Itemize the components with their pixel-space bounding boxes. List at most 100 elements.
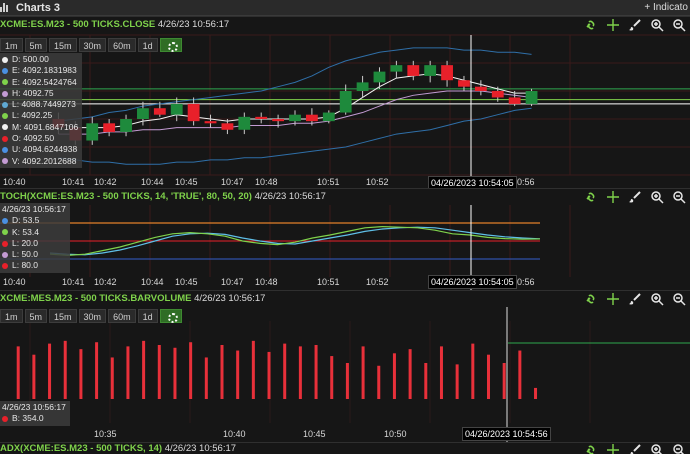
- crosshair-time-label: 04/26/2023 10:54:56: [462, 427, 551, 441]
- volume-bar: [377, 365, 381, 399]
- x-tick-label: 10:42: [94, 277, 117, 287]
- indicator-legend: 4/26/23 10:56:17 D: 53.5 K: 53.4 L: 20.0 L: …: [0, 203, 70, 273]
- price-chart-plot[interactable]: [0, 17, 690, 188]
- volume-bar: [95, 342, 99, 399]
- volume-bar: [63, 340, 67, 399]
- zoom-in-icon[interactable]: [650, 190, 664, 204]
- candle-body: [322, 112, 335, 122]
- zoom-out-icon[interactable]: [672, 18, 686, 32]
- legend-color-dot: [2, 158, 8, 165]
- legend-value: U: 4094.6244938: [12, 144, 78, 155]
- legend-value: H: 4092.75: [12, 87, 54, 98]
- volume-plot[interactable]: [0, 291, 690, 442]
- x-tick-label: 10:56: [512, 277, 535, 287]
- zoom-in-icon[interactable]: [650, 443, 664, 454]
- candle-body: [204, 121, 217, 124]
- x-tick-label: 10:42: [94, 177, 117, 187]
- x-tick-label: 10:44: [141, 177, 164, 187]
- legend-row: E: 4092.1831983: [2, 65, 78, 76]
- add-indicator-button[interactable]: + Indicato: [644, 2, 688, 13]
- volume-bar: [298, 346, 302, 399]
- timeframe-60m-button[interactable]: 60m: [108, 38, 136, 52]
- panel-header: TOCH(XCME:ES.M23 - 500 TICKS, 14, 'TRUE'…: [0, 189, 690, 206]
- zoom-in-icon[interactable]: [650, 18, 664, 32]
- timeframe-1m-button[interactable]: 1m: [0, 38, 23, 52]
- volume-bar: [283, 343, 287, 399]
- candle-body: [170, 103, 183, 115]
- volume-bar: [189, 342, 193, 399]
- timeframe-1d-button[interactable]: 1d: [137, 309, 158, 323]
- candle-body: [255, 116, 268, 119]
- candle-body: [458, 80, 470, 87]
- x-tick-label: 10:40: [3, 177, 26, 187]
- crosshair-icon[interactable]: [606, 190, 620, 204]
- link-icon[interactable]: [584, 18, 598, 32]
- panel-title: XCME:ES.M23 - 500 TICKS.CLOSE 4/26/23 10…: [0, 19, 230, 30]
- crosshair-icon[interactable]: [606, 18, 620, 32]
- legend-row: K: 53.4: [2, 227, 66, 238]
- volume-bar: [424, 363, 428, 399]
- legend-value: L: 4092.25: [12, 110, 53, 121]
- timeframe-60m-button[interactable]: 60m: [108, 309, 136, 323]
- volume-bar: [439, 346, 443, 399]
- link-icon[interactable]: [584, 292, 598, 306]
- candle-body: [424, 65, 437, 76]
- crosshair-time-label: 04/26/2023 10:54:05: [428, 176, 517, 188]
- legend-color-dot: [2, 229, 8, 236]
- link-icon[interactable]: [584, 443, 598, 454]
- stochastic-K-line: [49, 225, 541, 257]
- crosshair-icon[interactable]: [606, 292, 620, 306]
- zoom-out-icon[interactable]: [672, 292, 686, 306]
- legend-row: L: 20.0: [2, 238, 66, 249]
- brush-icon[interactable]: [628, 18, 642, 32]
- panel-toolbar: [584, 443, 686, 454]
- legend-color-dot: [2, 217, 8, 224]
- volume-bar: [48, 343, 52, 399]
- legend-value: B: 354.0: [12, 413, 44, 424]
- timeframe-30m-button[interactable]: 30m: [78, 309, 107, 323]
- crosshair-icon[interactable]: [606, 443, 620, 454]
- zoom-out-icon[interactable]: [672, 443, 686, 454]
- volume-bar: [502, 363, 506, 399]
- stochastic-plot[interactable]: [0, 189, 690, 290]
- timeframe-selector: 1m 5m 15m 30m 60m 1d: [0, 38, 182, 52]
- candle-body: [238, 116, 251, 130]
- legend-value: L: 80.0: [12, 260, 38, 271]
- candle-body: [491, 91, 504, 98]
- panel-title: XCME:MES.M23 - 500 TICKS.BARVOLUME 4/26/…: [0, 293, 266, 304]
- volume-bar: [455, 364, 459, 399]
- candle-body: [474, 86, 487, 91]
- brush-icon[interactable]: [628, 292, 642, 306]
- timeframe-15m-button[interactable]: 15m: [49, 38, 77, 52]
- timeframe-1d-button[interactable]: 1d: [137, 38, 158, 52]
- indicator-legend: 4/26/23 10:56:17 B: 354.0: [0, 401, 70, 426]
- timeframe-15m-button[interactable]: 15m: [49, 309, 77, 323]
- x-tick-label: 10:41: [62, 177, 85, 187]
- panel-header: XCME:MES.M23 - 500 TICKS.BARVOLUME 4/26/…: [0, 291, 690, 308]
- settings-gear-icon[interactable]: [159, 38, 182, 52]
- zoom-out-icon[interactable]: [672, 190, 686, 204]
- x-tick-label: 10:47: [221, 277, 244, 287]
- timeframe-1m-button[interactable]: 1m: [0, 309, 23, 323]
- timeframe-30m-button[interactable]: 30m: [78, 38, 107, 52]
- brush-icon[interactable]: [628, 190, 642, 204]
- timeframe-5m-button[interactable]: 5m: [24, 38, 48, 52]
- link-icon[interactable]: [584, 190, 598, 204]
- volume-bar: [251, 340, 255, 399]
- candle-body: [137, 108, 149, 119]
- window-title-bar: Charts 3 + Indicato: [0, 0, 690, 16]
- legend-row: L: 80.0: [2, 260, 66, 271]
- indicator-legend: D: 500.00 E: 4092.1831983 E: 4092.5424764 H…: [0, 53, 83, 168]
- settings-gear-icon[interactable]: [159, 309, 182, 323]
- brush-icon[interactable]: [628, 443, 642, 454]
- zoom-in-icon[interactable]: [650, 292, 664, 306]
- panel-toolbar: [584, 190, 686, 204]
- volume-bar: [157, 345, 161, 399]
- legend-color-dot: [2, 90, 8, 97]
- volume-bar: [110, 357, 114, 399]
- volume-panel: XCME:MES.M23 - 500 TICKS.BARVOLUME 4/26/…: [0, 290, 690, 442]
- volume-bar: [392, 353, 396, 399]
- timeframe-5m-button[interactable]: 5m: [24, 309, 48, 323]
- window-title: Charts 3: [16, 2, 61, 14]
- candle-body: [508, 97, 521, 104]
